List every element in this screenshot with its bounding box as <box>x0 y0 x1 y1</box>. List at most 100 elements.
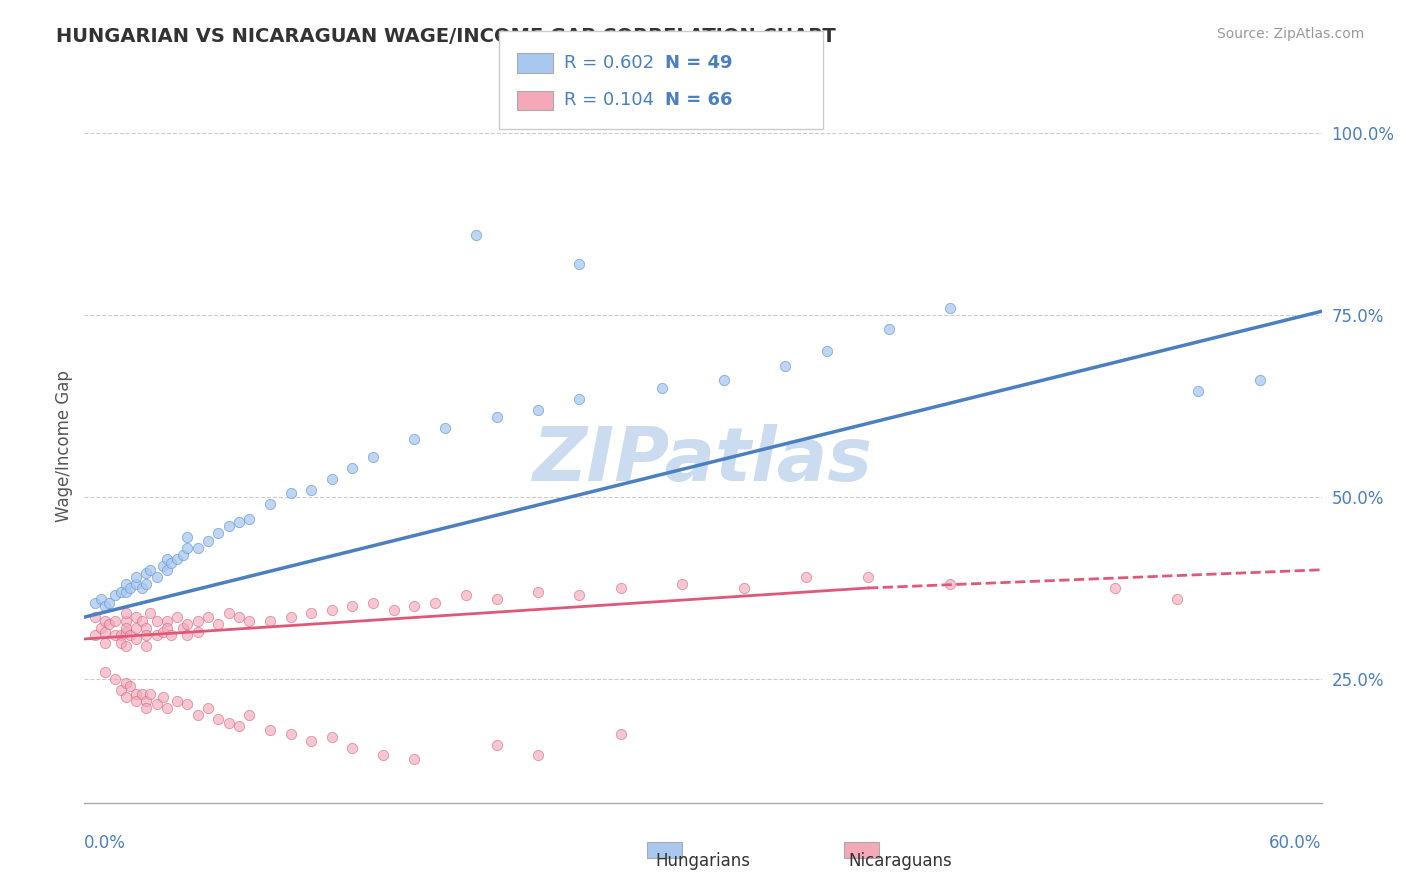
Point <box>794 570 817 584</box>
Point <box>125 687 148 701</box>
Point <box>207 526 229 541</box>
Point <box>218 519 240 533</box>
Point <box>156 621 179 635</box>
Point <box>114 624 136 639</box>
Point <box>125 610 148 624</box>
Point <box>152 624 174 639</box>
Point <box>568 392 591 406</box>
Point <box>156 614 179 628</box>
Point <box>1166 591 1188 606</box>
Point <box>877 322 900 336</box>
Point <box>259 723 281 737</box>
Point <box>713 374 735 388</box>
Point <box>342 460 364 475</box>
Point <box>238 708 260 723</box>
Point <box>299 483 322 497</box>
Point <box>404 752 426 766</box>
Point <box>145 698 167 712</box>
Point <box>485 738 508 752</box>
Point <box>166 552 188 566</box>
Text: N = 49: N = 49 <box>665 54 733 72</box>
Point <box>145 628 167 642</box>
Point <box>118 628 141 642</box>
Point <box>404 432 426 446</box>
Point <box>98 596 121 610</box>
Point <box>299 607 322 621</box>
Point <box>775 359 797 373</box>
Point <box>321 731 343 745</box>
Point <box>382 603 405 617</box>
Point <box>110 682 132 697</box>
Point <box>176 617 198 632</box>
Text: ZIPatlas: ZIPatlas <box>533 424 873 497</box>
Text: N = 66: N = 66 <box>665 91 733 110</box>
Point <box>485 591 508 606</box>
Point <box>197 533 219 548</box>
Point <box>160 628 183 642</box>
Point <box>228 719 250 733</box>
Point <box>404 599 426 614</box>
Point <box>423 596 446 610</box>
Point <box>166 694 188 708</box>
Text: Hungarians: Hungarians <box>655 852 751 870</box>
Point <box>94 624 117 639</box>
Point <box>110 584 132 599</box>
Point <box>152 559 174 574</box>
Point <box>238 512 260 526</box>
Point <box>187 708 209 723</box>
Point <box>98 617 121 632</box>
Point <box>114 577 136 591</box>
Point <box>342 741 364 756</box>
Point <box>218 607 240 621</box>
Point <box>176 698 198 712</box>
Point <box>114 690 136 705</box>
Point <box>527 584 550 599</box>
Point <box>321 472 343 486</box>
Point <box>176 541 198 555</box>
Point <box>139 563 162 577</box>
Point <box>94 635 117 649</box>
Point <box>733 581 755 595</box>
Point <box>118 581 141 595</box>
Point <box>118 679 141 693</box>
Point <box>131 581 153 595</box>
Point <box>166 610 188 624</box>
Point <box>114 614 136 628</box>
Point <box>125 577 148 591</box>
Point <box>125 570 148 584</box>
Point <box>280 486 302 500</box>
Point <box>131 687 153 701</box>
Point <box>259 497 281 511</box>
Y-axis label: Wage/Income Gap: Wage/Income Gap <box>55 370 73 522</box>
Point <box>139 687 162 701</box>
Point <box>104 588 127 602</box>
Point <box>176 530 198 544</box>
Point <box>342 599 364 614</box>
Point <box>568 588 591 602</box>
Point <box>135 566 157 581</box>
Point <box>485 409 508 424</box>
Point <box>609 581 631 595</box>
Point <box>218 715 240 730</box>
Point <box>139 607 162 621</box>
Point <box>145 570 167 584</box>
Point <box>939 577 962 591</box>
Text: Nicaraguans: Nicaraguans <box>848 852 952 870</box>
Point <box>83 610 105 624</box>
Point <box>187 541 209 555</box>
Point <box>671 577 693 591</box>
Point <box>939 301 962 315</box>
Point <box>1249 374 1271 388</box>
Point <box>465 227 488 242</box>
Point <box>90 621 112 635</box>
Point <box>434 421 457 435</box>
Point <box>114 639 136 653</box>
Point <box>280 726 302 740</box>
Point <box>815 344 838 359</box>
Point <box>156 701 179 715</box>
Point <box>1104 581 1126 595</box>
Point <box>321 603 343 617</box>
Point <box>114 675 136 690</box>
Point <box>856 570 879 584</box>
Point <box>125 694 148 708</box>
